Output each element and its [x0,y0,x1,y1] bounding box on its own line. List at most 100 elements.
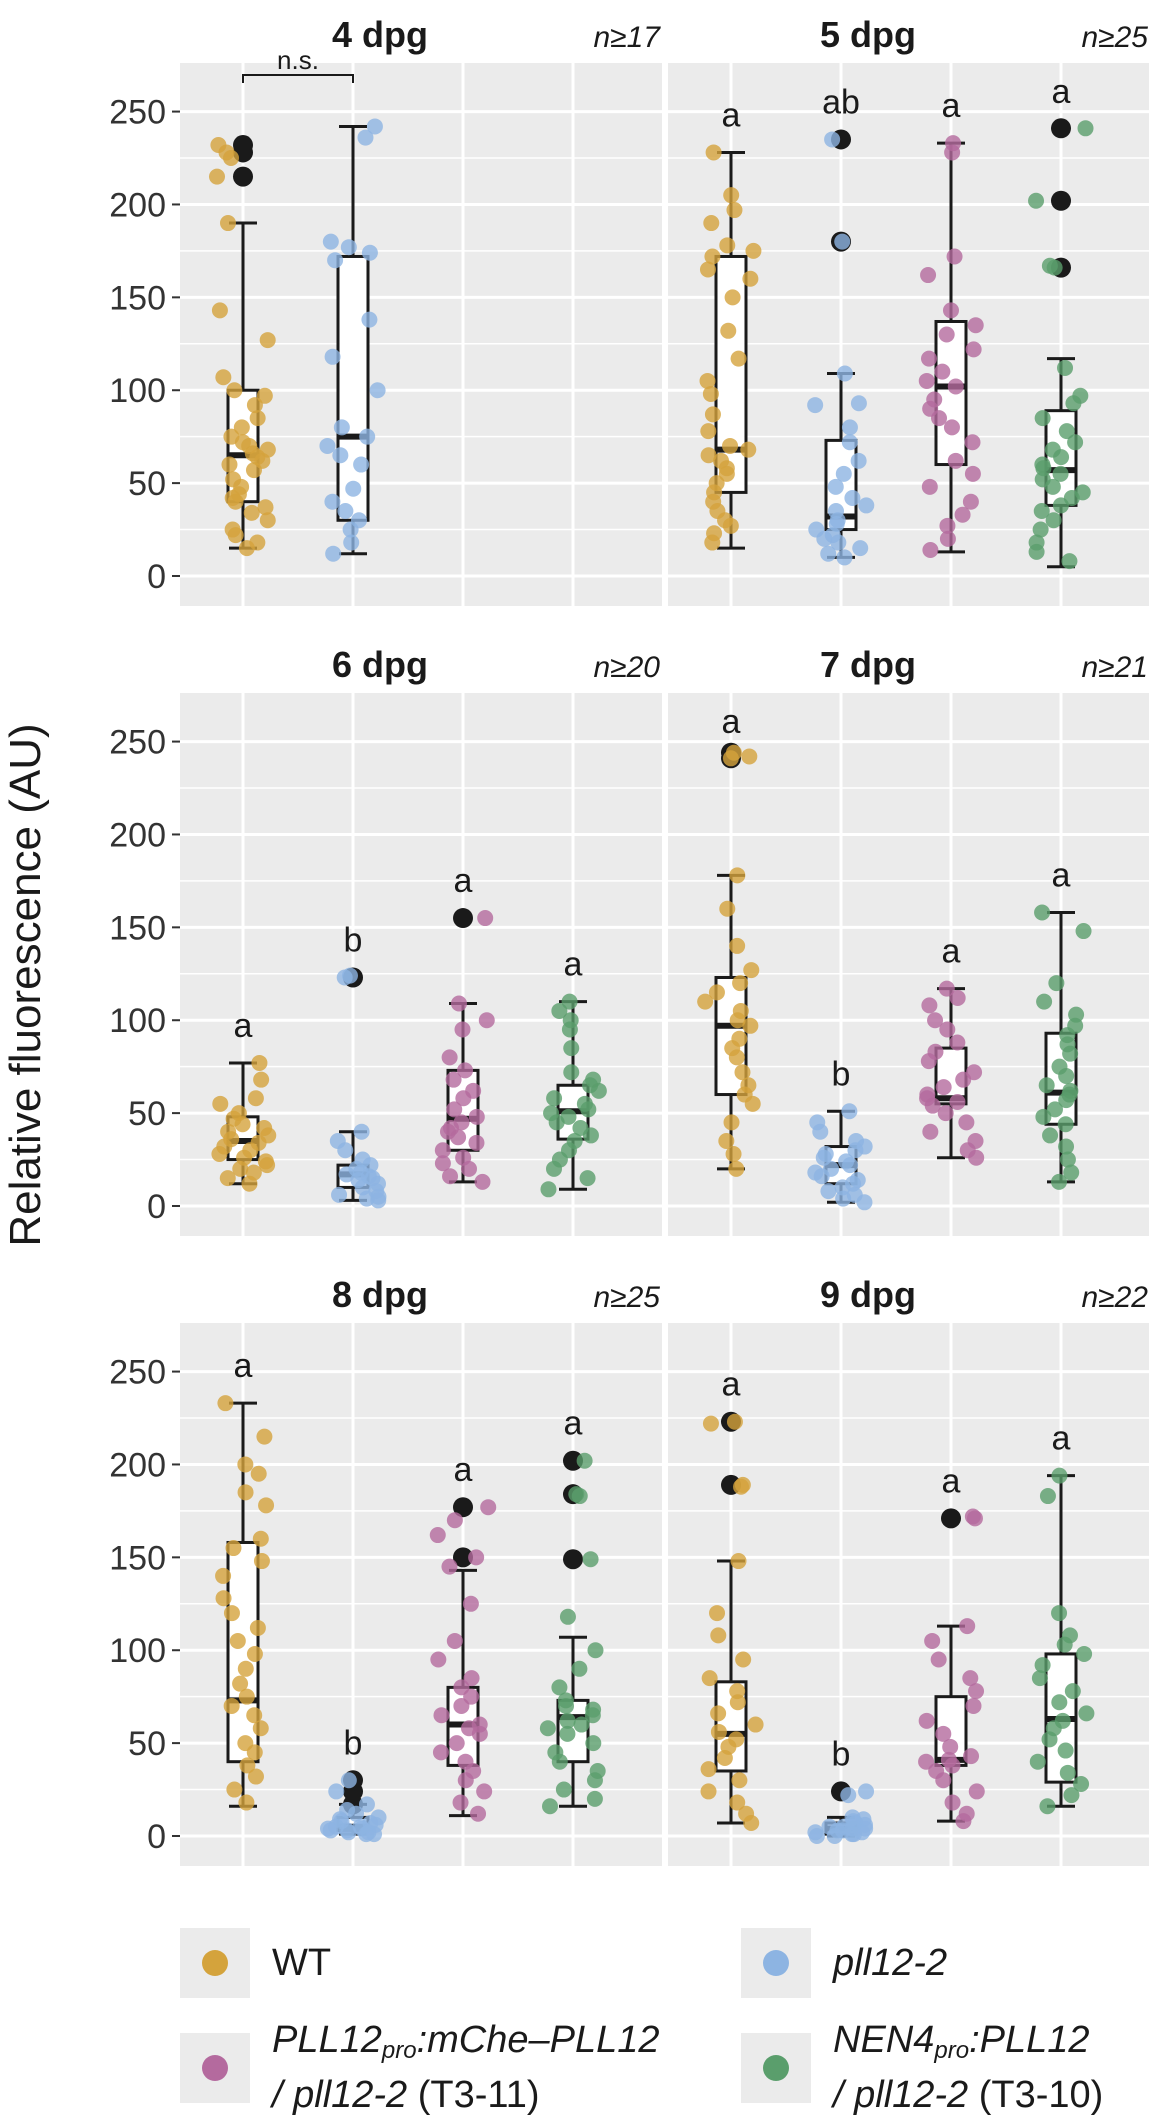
data-point [944,1757,961,1774]
data-point [949,1034,966,1051]
data-point [1059,1764,1076,1781]
data-point [590,1082,607,1099]
data-point [468,1134,485,1151]
data-point [246,397,263,414]
y-tick-label: 200 [109,186,166,224]
data-point [858,497,875,514]
data-point [450,995,467,1012]
data-point [432,1744,449,1761]
significance-letter: a [1052,73,1071,111]
data-point [702,385,719,402]
data-point [921,997,938,1014]
data-point [955,1813,972,1830]
data-point [844,1826,861,1843]
data-point [448,1735,465,1752]
data-point [246,1744,263,1761]
data-point [253,1553,270,1570]
data-point [921,478,938,495]
data-point [944,144,961,161]
significance-letter: a [454,1451,473,1489]
data-point [1039,1488,1056,1505]
data-point [442,1168,459,1185]
data-point [938,980,955,997]
outlier-point [563,1549,583,1570]
significance-letter: a [234,1347,253,1385]
data-point [816,530,833,547]
data-point [476,1783,493,1800]
data-point [1051,1605,1068,1622]
data-point [258,1497,275,1514]
data-point [1038,1077,1055,1094]
data-point [325,545,342,562]
data-point [584,1707,601,1724]
significance-letter: a [942,1462,961,1500]
data-point [835,1190,852,1207]
significance-letter: b [832,1735,851,1773]
panel-n-label: n≥20 [593,651,660,684]
data-point [361,311,378,328]
data-point [452,1794,469,1811]
data-point [232,1675,249,1692]
data-point [962,1670,979,1687]
significance-letter: b [832,1055,851,1093]
y-tick-label: 50 [128,1725,166,1763]
data-point [842,1157,859,1174]
data-point [710,1723,727,1740]
panel-title: 8 dpg [332,1274,428,1315]
data-point [454,1021,471,1038]
data-point [729,937,746,954]
box [336,254,370,522]
ns-bracket [242,74,354,83]
data-point [1058,1092,1075,1109]
data-point [841,434,858,451]
data-point [700,423,717,440]
data-point [1033,502,1050,519]
data-point [579,1170,596,1187]
significance-letter: a [1052,856,1071,894]
data-point [808,1828,825,1844]
data-point [221,456,238,473]
data-point [223,150,240,167]
data-point [470,1805,487,1822]
data-point [1031,1670,1048,1687]
panel-9-dpg: 9 dpg n≥22 a b a a [668,1274,1149,1866]
data-point [920,350,937,367]
data-point [353,1123,370,1140]
panel-4-dpg: 0 50 100 150 200 250 4 dpg n≥17 n.s. [109,14,662,606]
data-point [723,1114,740,1131]
data-point [226,382,243,399]
ns-label: n.s. [277,45,319,75]
data-point [947,378,964,395]
data-point [733,1478,750,1495]
data-point [217,1395,234,1412]
data-point [955,1071,972,1088]
data-point [559,1725,576,1742]
data-point [369,382,386,399]
data-point [728,1160,745,1177]
panel-n-label: n≥21 [1081,651,1148,684]
data-point [702,1415,719,1432]
data-point [710,1627,727,1644]
data-point [327,252,344,269]
data-point [850,452,867,469]
outlier-point [1051,118,1071,139]
data-point [934,363,951,380]
panel-title: 5 dpg [820,14,916,55]
data-point [252,1720,269,1737]
data-point [1028,192,1045,209]
data-point [962,493,979,510]
data-point [1057,1116,1074,1133]
panel-n-label: n≥22 [1081,1281,1148,1314]
data-point [1034,410,1051,427]
data-point [227,493,244,510]
data-point [703,215,720,232]
data-point [332,447,349,464]
data-point [1046,1101,1063,1118]
data-point [1063,1164,1080,1181]
data-point [322,1822,339,1839]
data-point [322,233,339,250]
data-point [445,1071,462,1088]
data-point [946,248,963,265]
data-point [441,1558,458,1575]
data-point [939,1021,956,1038]
